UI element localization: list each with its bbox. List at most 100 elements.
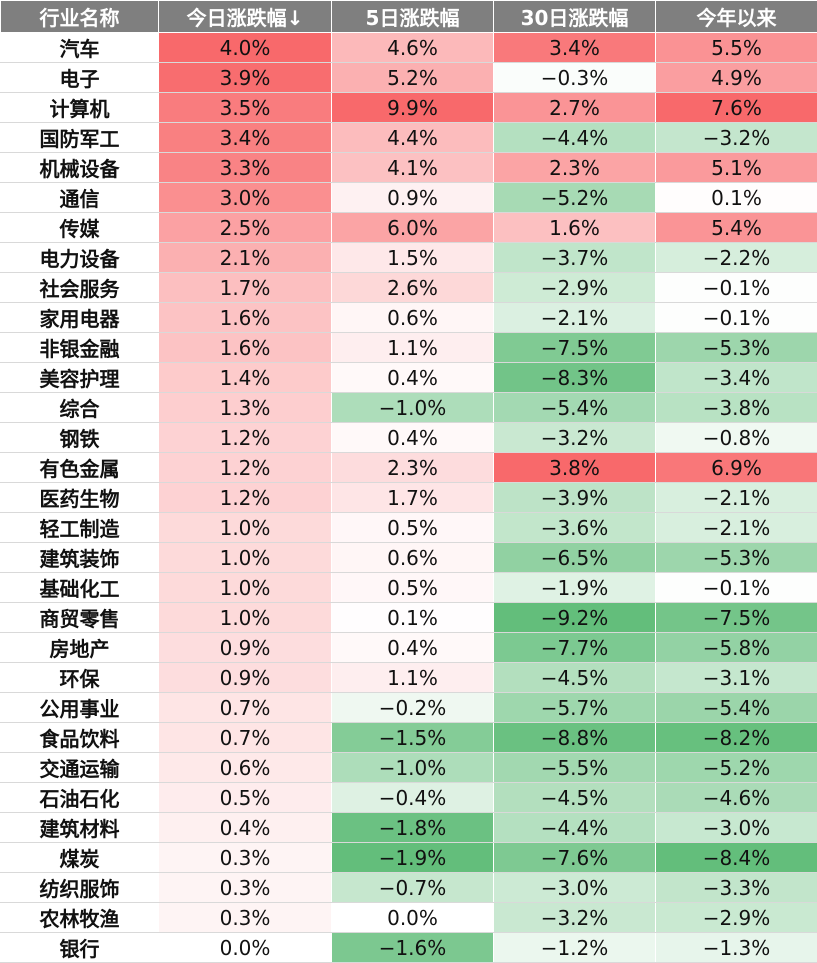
ytd-change-cell: −5.3% xyxy=(656,543,817,573)
ytd-change-cell: 7.6% xyxy=(656,93,817,123)
industry-name-cell: 交通运输 xyxy=(1,753,159,783)
today-change-cell: 0.7% xyxy=(159,693,332,723)
ytd-change-cell: 5.1% xyxy=(656,153,817,183)
today-change-cell: 1.0% xyxy=(159,603,332,633)
thirtyday-change-cell: −4.4% xyxy=(494,813,656,843)
industry-name-cell: 美容护理 xyxy=(1,363,159,393)
fiveday-change-cell: 0.0% xyxy=(332,903,494,933)
today-change-cell: 0.0% xyxy=(159,933,332,963)
fiveday-change-cell: −1.0% xyxy=(332,393,494,423)
thirtyday-change-cell: −2.1% xyxy=(494,303,656,333)
industry-name-cell: 商贸零售 xyxy=(1,603,159,633)
thirtyday-change-cell: 3.4% xyxy=(494,33,656,63)
today-change-cell: 1.6% xyxy=(159,333,332,363)
industry-name-cell: 纺织服饰 xyxy=(1,873,159,903)
header-today-change[interactable]: 今日涨跌幅↓ xyxy=(159,1,332,33)
thirtyday-change-cell: −6.5% xyxy=(494,543,656,573)
industry-name-cell: 轻工制造 xyxy=(1,513,159,543)
fiveday-change-cell: 5.2% xyxy=(332,63,494,93)
today-change-cell: 0.5% xyxy=(159,783,332,813)
today-change-cell: 1.2% xyxy=(159,453,332,483)
industry-name-cell: 农林牧渔 xyxy=(1,903,159,933)
industry-name-cell: 石油石化 xyxy=(1,783,159,813)
thirtyday-change-cell: −3.2% xyxy=(494,903,656,933)
today-change-cell: 2.5% xyxy=(159,213,332,243)
fiveday-change-cell: 9.9% xyxy=(332,93,494,123)
ytd-change-cell: −3.1% xyxy=(656,663,817,693)
fiveday-change-cell: 1.1% xyxy=(332,663,494,693)
industry-name-cell: 国防军工 xyxy=(1,123,159,153)
ytd-change-cell: 6.9% xyxy=(656,453,817,483)
industry-name-cell: 汽车 xyxy=(1,33,159,63)
fiveday-change-cell: −1.6% xyxy=(332,933,494,963)
ytd-change-cell: −8.2% xyxy=(656,723,817,753)
today-change-cell: 0.9% xyxy=(159,663,332,693)
fiveday-change-cell: −1.0% xyxy=(332,753,494,783)
thirtyday-change-cell: −7.7% xyxy=(494,633,656,663)
ytd-change-cell: −8.4% xyxy=(656,843,817,873)
today-change-cell: 3.5% xyxy=(159,93,332,123)
industry-name-cell: 煤炭 xyxy=(1,843,159,873)
today-change-cell: 0.3% xyxy=(159,873,332,903)
fiveday-change-cell: 4.6% xyxy=(332,33,494,63)
industry-name-cell: 非银金融 xyxy=(1,333,159,363)
today-change-cell: 0.3% xyxy=(159,903,332,933)
header-ytd-change[interactable]: 今年以来 xyxy=(656,1,817,33)
thirtyday-change-cell: 3.8% xyxy=(494,453,656,483)
header-30day-change[interactable]: 30日涨跌幅 xyxy=(494,1,656,33)
ytd-change-cell: −5.8% xyxy=(656,633,817,663)
thirtyday-change-cell: −7.5% xyxy=(494,333,656,363)
fiveday-change-cell: −0.7% xyxy=(332,873,494,903)
fiveday-change-cell: 1.5% xyxy=(332,243,494,273)
ytd-change-cell: −5.3% xyxy=(656,333,817,363)
ytd-change-cell: −0.1% xyxy=(656,573,817,603)
fiveday-change-cell: 0.4% xyxy=(332,423,494,453)
thirtyday-change-cell: −8.3% xyxy=(494,363,656,393)
industry-name-cell: 电力设备 xyxy=(1,243,159,273)
fiveday-change-cell: 0.5% xyxy=(332,513,494,543)
fiveday-change-cell: 0.5% xyxy=(332,573,494,603)
ytd-change-cell: −3.0% xyxy=(656,813,817,843)
today-change-cell: 3.4% xyxy=(159,123,332,153)
thirtyday-change-cell: 2.3% xyxy=(494,153,656,183)
ytd-change-cell: 5.4% xyxy=(656,213,817,243)
thirtyday-change-cell: −4.5% xyxy=(494,783,656,813)
thirtyday-change-cell: −0.3% xyxy=(494,63,656,93)
industry-name-cell: 通信 xyxy=(1,183,159,213)
fiveday-change-cell: 0.4% xyxy=(332,633,494,663)
header-5day-change[interactable]: 5日涨跌幅 xyxy=(332,1,494,33)
ytd-change-cell: −0.1% xyxy=(656,303,817,333)
today-change-cell: 3.3% xyxy=(159,153,332,183)
industry-name-cell: 银行 xyxy=(1,933,159,963)
thirtyday-change-cell: −7.6% xyxy=(494,843,656,873)
industry-name-cell: 钢铁 xyxy=(1,423,159,453)
industry-name-cell: 有色金属 xyxy=(1,453,159,483)
industry-name-cell: 机械设备 xyxy=(1,153,159,183)
fiveday-change-cell: −1.8% xyxy=(332,813,494,843)
fiveday-change-cell: 2.6% xyxy=(332,273,494,303)
industry-name-cell: 房地产 xyxy=(1,633,159,663)
today-change-cell: 0.3% xyxy=(159,843,332,873)
today-change-cell: 1.6% xyxy=(159,303,332,333)
industry-name-cell: 综合 xyxy=(1,393,159,423)
fiveday-change-cell: 0.1% xyxy=(332,603,494,633)
